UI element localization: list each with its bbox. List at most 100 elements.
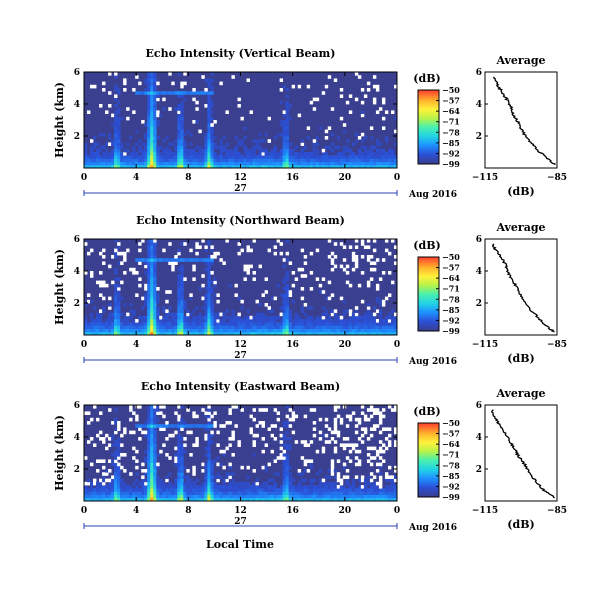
heatmap-cell <box>114 475 118 479</box>
heatmap-cell <box>318 164 323 169</box>
heatmap-cell <box>105 433 109 438</box>
average-y-tick-label: 2 <box>476 299 482 309</box>
heatmap-cell <box>366 312 371 317</box>
heatmap-cell <box>201 164 205 169</box>
heatmap-cell <box>153 319 157 323</box>
average-y-tick-label: 4 <box>476 433 482 443</box>
heatmap-cell <box>258 312 262 317</box>
heatmap-cell <box>273 322 278 326</box>
colorbar-strip <box>418 154 439 158</box>
heatmap-cell <box>192 424 196 428</box>
heatmap-cell <box>297 481 302 486</box>
heatmap-cell <box>321 306 326 310</box>
heatmap-cell <box>288 331 293 336</box>
heatmap-cell <box>138 155 142 159</box>
heatmap-cell <box>261 488 265 492</box>
heatmap-cell <box>147 264 151 269</box>
heatmap-cell <box>114 459 118 463</box>
heatmap-cell <box>153 433 157 438</box>
colorbar-strip <box>418 489 439 492</box>
heatmap-cell <box>105 148 109 153</box>
heatmap-cell <box>231 481 235 486</box>
heatmap-cell <box>225 325 229 329</box>
heatmap-cell <box>183 485 187 489</box>
heatmap-cell <box>87 491 91 495</box>
heatmap-cell <box>363 315 368 320</box>
heatmap-cell <box>162 485 166 489</box>
heatmap-cell <box>147 462 151 467</box>
heatmap-cell <box>213 145 217 150</box>
heatmap-cell <box>147 277 151 281</box>
heatmap-cell <box>207 462 211 467</box>
heatmap-cell <box>366 164 371 169</box>
heatmap-cell <box>231 497 235 502</box>
heatmap-cell <box>372 328 377 333</box>
heatmap-cell <box>219 449 223 454</box>
heatmap-cell <box>90 161 94 166</box>
heatmap-cell <box>105 283 109 288</box>
heatmap-cell <box>183 145 187 150</box>
heatmap-cell <box>213 494 217 499</box>
heatmap-cell <box>300 309 305 313</box>
heatmap-cell <box>216 331 220 336</box>
heatmap-cell <box>324 433 329 438</box>
heatmap-cell <box>327 481 332 486</box>
heatmap-cell <box>177 72 181 76</box>
heatmap-cell <box>249 497 253 502</box>
heatmap-cell <box>219 485 223 489</box>
colorbar-strip <box>418 327 439 330</box>
heatmap-cell <box>147 164 151 169</box>
heatmap-cell <box>366 88 371 92</box>
heatmap-cell <box>144 469 148 473</box>
heatmap-cell <box>147 417 151 422</box>
heatmap-cell <box>177 91 181 95</box>
heatmap-cell <box>270 491 275 495</box>
heatmap-cell <box>183 258 187 262</box>
heatmap-cell <box>117 161 121 166</box>
heatmap-cell <box>282 485 287 489</box>
heatmap-cell <box>225 478 229 483</box>
heatmap-cell <box>114 283 118 288</box>
heatmap-cell <box>138 258 142 262</box>
heatmap-cell <box>225 148 229 153</box>
heatmap-cell <box>336 319 341 323</box>
heatmap-cell <box>204 148 208 153</box>
heatmap-cell <box>243 319 247 323</box>
heatmap-cell <box>222 481 226 486</box>
heatmap-cell <box>291 485 296 489</box>
heatmap-cell <box>276 328 281 333</box>
heatmap-cell <box>177 94 181 98</box>
heatmap-cell <box>252 440 256 444</box>
heatmap-cell <box>105 331 109 336</box>
heatmap-cell <box>216 251 220 256</box>
heatmap-cell <box>219 152 223 156</box>
heatmap-cell <box>390 497 395 502</box>
heatmap-cell <box>156 145 160 150</box>
heatmap-cell <box>138 322 142 326</box>
heatmap-cell <box>348 443 353 447</box>
heatmap-cell <box>153 440 157 444</box>
heatmap-cell <box>336 472 341 476</box>
heatmap-cell <box>330 322 335 326</box>
heatmap-cell <box>327 488 332 492</box>
heatmap-cell <box>339 155 344 159</box>
heatmap-cell <box>120 164 124 169</box>
heatmap-cell <box>219 322 223 326</box>
heatmap-cell <box>372 331 377 336</box>
heatmap-cell <box>291 161 296 166</box>
heatmap-cell <box>168 424 172 428</box>
heatmap-cell <box>174 91 178 95</box>
heatmap-cell <box>354 417 359 422</box>
heatmap-cell <box>306 136 311 140</box>
heatmap-cell <box>267 164 271 169</box>
heatmap-cell <box>378 161 383 166</box>
heatmap-cell <box>312 497 317 502</box>
y-axis-label: Height (km) <box>53 249 66 325</box>
x-tick-label: 0 <box>394 506 400 516</box>
heatmap-cell <box>378 328 383 333</box>
heatmap-cell <box>351 325 356 329</box>
heatmap-cell <box>150 443 154 447</box>
heatmap-cell <box>387 497 392 502</box>
heatmap-cell <box>135 472 139 476</box>
heatmap-cell <box>132 331 136 336</box>
